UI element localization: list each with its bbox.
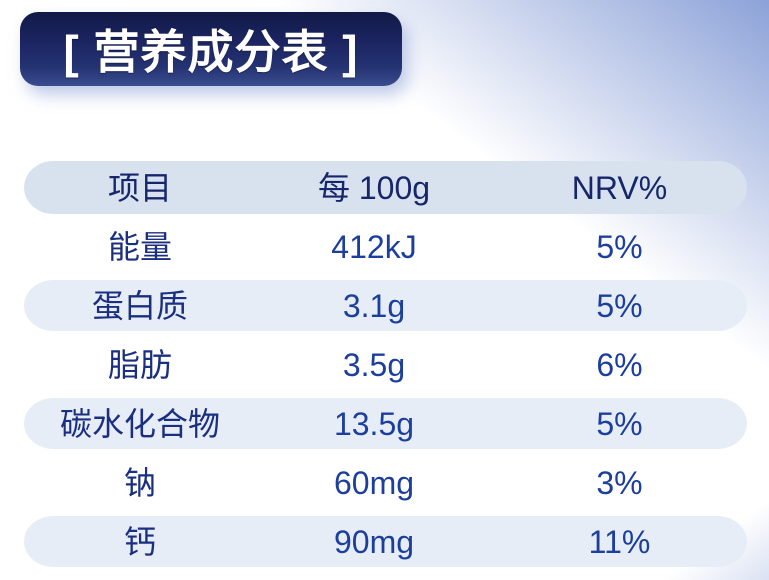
table-row-fat: 脂肪 3.5g 6% bbox=[24, 335, 747, 394]
per100g-cell: 90mg bbox=[333, 523, 415, 560]
column-header-item: 项目 bbox=[107, 169, 172, 206]
column-header-nrv: NRV% bbox=[571, 169, 668, 206]
item-cell: 钙 bbox=[123, 523, 156, 560]
nrv-cell: 6% bbox=[596, 346, 643, 383]
item-cell: 蛋白质 bbox=[91, 287, 188, 324]
item-cell: 碳水化合物 bbox=[59, 405, 220, 442]
nutrition-title-banner: [ 营养成分表 ] bbox=[20, 12, 402, 86]
nrv-cell: 3% bbox=[596, 464, 643, 501]
nrv-cell: 5% bbox=[596, 287, 643, 324]
item-cell: 钠 bbox=[123, 464, 156, 501]
per100g-cell: 3.5g bbox=[342, 346, 406, 383]
table-row-sodium: 钠 60mg 3% bbox=[24, 453, 747, 512]
table-row-protein: 蛋白质 3.1g 5% bbox=[24, 276, 747, 335]
per100g-cell: 60mg bbox=[333, 464, 415, 501]
per100g-cell: 412kJ bbox=[331, 228, 417, 265]
page-title: [ 营养成分表 ] bbox=[63, 26, 359, 78]
item-cell: 脂肪 bbox=[107, 346, 172, 383]
table-header-row: 项目 每 100g NRV% bbox=[24, 158, 747, 217]
table-row-calcium: 钙 90mg 11% bbox=[24, 512, 747, 571]
per100g-cell: 13.5g bbox=[333, 405, 415, 442]
table-row-energy: 能量 412kJ 5% bbox=[24, 217, 747, 276]
nrv-cell: 11% bbox=[588, 523, 651, 560]
nrv-cell: 5% bbox=[596, 228, 643, 265]
table-row-carbohydrate: 碳水化合物 13.5g 5% bbox=[24, 394, 747, 453]
nutrition-table: 项目 每 100g NRV% 能量 412kJ 5% 蛋白质 3.1g 5% 脂… bbox=[24, 158, 747, 571]
column-header-per100g: 每 100g bbox=[317, 169, 431, 206]
item-cell: 能量 bbox=[107, 228, 172, 265]
per100g-cell: 3.1g bbox=[342, 287, 406, 324]
nrv-cell: 5% bbox=[596, 405, 643, 442]
